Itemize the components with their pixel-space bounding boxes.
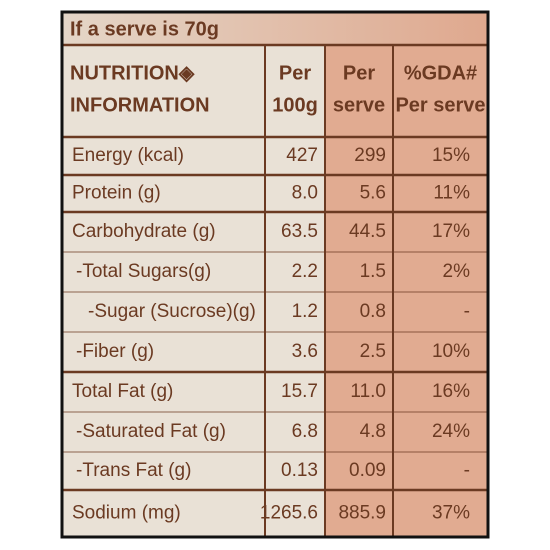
nutrient-value: 427 (286, 145, 318, 166)
nutrient-value: 8.0 (292, 183, 318, 204)
nutrient-value: 0.13 (281, 460, 318, 481)
serve-note: If a serve is 70g (70, 18, 219, 40)
nutrient-value: 44.5 (349, 221, 386, 242)
nutrient-value: 299 (354, 145, 386, 166)
nutrient-value: 2% (443, 261, 471, 282)
nutrient-name: -Fiber (g) (76, 341, 154, 362)
nutrient-value: 15% (432, 145, 470, 166)
nutrient-value: 2.5 (360, 341, 386, 362)
nutrient-value: - (464, 460, 470, 481)
nutrient-value: 37% (432, 503, 470, 524)
nutrient-value: 1.5 (360, 261, 386, 282)
nutrient-name: Carbohydrate (g) (72, 221, 216, 242)
outer-border (60, 10, 490, 539)
nutrient-value: 11.0 (350, 381, 386, 402)
nutrient-name: Total Fat (g) (72, 381, 173, 402)
nutrient-value: 885.9 (338, 503, 386, 524)
column-header: %GDA# (404, 62, 477, 84)
nutrient-value: 1.2 (292, 301, 318, 322)
light-panel (62, 45, 325, 537)
column-header: Per (343, 62, 375, 84)
column-header: INFORMATION (70, 94, 210, 116)
nutrient-value: 2.2 (292, 261, 318, 282)
nutrient-name: Energy (kcal) (72, 145, 184, 166)
nutrient-value: 5.6 (360, 183, 386, 204)
nutrient-value: 63.5 (281, 221, 318, 242)
column-header: NUTRITION◈ (70, 62, 195, 84)
peach-panel (325, 45, 488, 537)
nutrient-value: 4.8 (360, 421, 386, 442)
nutrient-value: 24% (432, 421, 470, 442)
column-header: Per (279, 62, 311, 84)
column-header: Per serve (395, 94, 485, 116)
column-header: serve (333, 94, 385, 116)
table-lines (62, 43, 488, 537)
nutrient-name: -Saturated Fat (g) (76, 421, 226, 442)
nutrient-value: 11% (433, 183, 470, 204)
nutrient-name: Sodium (mg) (72, 503, 181, 524)
nutrient-value: 3.6 (292, 341, 318, 362)
nutrient-name: -Total Sugars(g) (76, 261, 211, 282)
table-cells: NUTRITION◈ INFORMATION Per 100g Per serve %GDA… (70, 62, 486, 523)
top-band (62, 12, 488, 45)
column-header: 100g (272, 94, 318, 116)
nutrient-value: 6.8 (292, 421, 318, 442)
nutrient-value: 15.7 (281, 381, 318, 402)
nutrient-value: 17% (432, 221, 470, 242)
nutrient-name: Protein (g) (72, 183, 161, 204)
nutrient-value: 0.09 (349, 460, 386, 481)
nutrient-name: -Trans Fat (g) (76, 460, 191, 481)
nutrient-value: 0.8 (360, 301, 386, 322)
nutrient-value: 1265.6 (260, 503, 318, 524)
nutrient-name: -Sugar (Sucrose)(g) (88, 301, 256, 322)
nutrient-value: 10% (432, 341, 470, 362)
nutrient-value: 16% (432, 381, 470, 402)
nutrient-value: - (464, 301, 470, 322)
